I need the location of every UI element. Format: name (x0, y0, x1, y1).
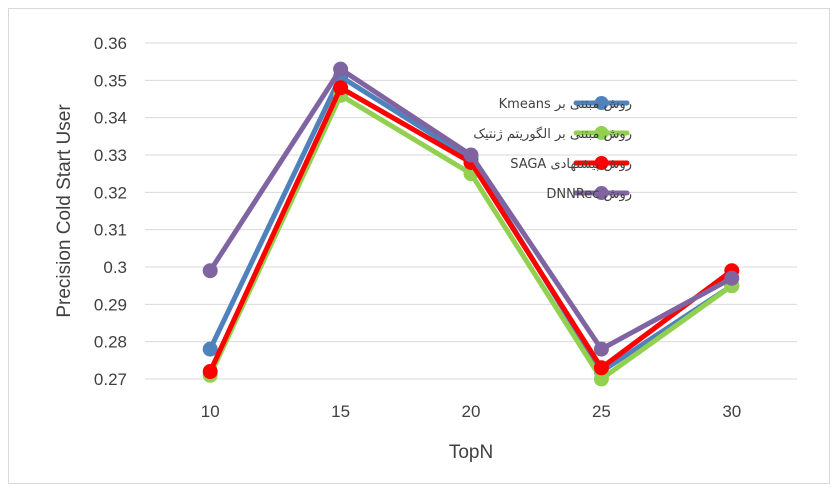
x-tick-label: 15 (331, 402, 350, 421)
data-point (593, 371, 609, 387)
y-axis-title: Precision Cold Start User (54, 104, 75, 318)
legend-label: روش پیشنهادی SAGA (510, 157, 632, 172)
legend: روش مبتنی بر Kmeans روش مبتنی بر الگوریتم… (473, 96, 632, 202)
data-point (202, 341, 218, 357)
x-axis-ticks: 10 15 20 25 30 (201, 402, 742, 421)
series-4 (202, 61, 740, 357)
y-tick-label: 0.34 (94, 109, 127, 128)
data-point (333, 61, 349, 77)
y-tick-label: 0.35 (94, 71, 127, 90)
x-tick-label: 20 (462, 402, 481, 421)
data-point (593, 341, 609, 357)
data-point (463, 147, 479, 163)
y-tick-label: 0.36 (94, 34, 127, 53)
legend-marker (594, 96, 609, 110)
data-point (202, 263, 218, 279)
legend-item: روش مبتنی بر Kmeans (499, 96, 632, 112)
legend-item: روش DNNRec (546, 186, 632, 202)
legend-item: روش مبتنی بر الگوریتم ژنتیک (473, 126, 632, 142)
legend-label: روش DNNRec (546, 187, 632, 202)
gridlines (145, 42, 797, 380)
y-tick-label: 0.32 (94, 183, 127, 202)
x-axis-title: TopN (449, 442, 493, 463)
y-tick-label: 0.3 (103, 258, 127, 277)
data-point (593, 360, 609, 376)
y-tick-label: 0.28 (94, 333, 127, 352)
data-point (333, 80, 349, 96)
y-tick-label: 0.29 (94, 295, 127, 314)
series-lines (202, 61, 740, 387)
legend-label: روش مبتنی بر الگوریتم ژنتیک (473, 126, 632, 142)
legend-item: روش پیشنهادی SAGA (510, 156, 632, 172)
x-tick-label: 25 (592, 402, 611, 421)
y-tick-label: 0.31 (94, 221, 127, 240)
y-tick-label: 0.33 (94, 146, 127, 165)
chart-frame (8, 8, 830, 484)
data-point (202, 364, 218, 380)
y-tick-label: 0.27 (94, 370, 127, 389)
data-point (724, 270, 740, 286)
x-tick-label: 30 (722, 402, 741, 421)
x-tick-label: 10 (201, 402, 220, 421)
legend-label: روش مبتنی بر Kmeans (499, 97, 632, 112)
legend-marker (594, 126, 609, 140)
legend-marker (594, 186, 609, 200)
legend-marker (594, 156, 609, 170)
y-axis-ticks: 0.27 0.28 0.29 0.3 0.31 0.32 0.33 0.34 0.35 0.36 (94, 34, 127, 389)
